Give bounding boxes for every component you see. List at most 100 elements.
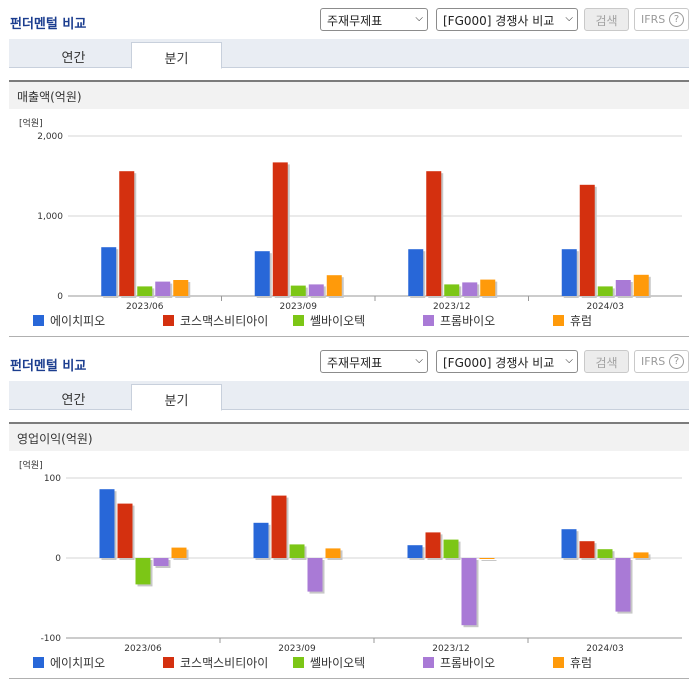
legend-item: 에이치피오: [33, 312, 105, 329]
bar: [462, 282, 478, 296]
bar: [137, 286, 153, 296]
bar: [615, 280, 631, 296]
section-title: 매출액(억원): [9, 80, 689, 109]
section-title: 영업이익(억원): [9, 422, 689, 451]
tab-annual[interactable]: 연간: [61, 393, 86, 408]
divider: [9, 678, 689, 679]
statement-select[interactable]: 주재무제표 ⌵: [320, 350, 428, 373]
help-icon[interactable]: ?: [669, 354, 684, 369]
x-tick-label: 2023/09: [278, 644, 316, 651]
bar: [117, 503, 133, 558]
x-tick-label: 2024/03: [586, 644, 623, 651]
legend-item: 휴럼: [553, 654, 592, 671]
search-button[interactable]: 검색: [584, 350, 629, 373]
ifrs-button[interactable]: IFRS ?: [634, 8, 689, 31]
bar: [461, 558, 477, 626]
ifrs-button[interactable]: IFRS ?: [634, 350, 689, 373]
x-tick-label: 2023/12: [432, 644, 469, 651]
bar: [119, 171, 135, 296]
legend-item: 코스맥스비티아이: [163, 312, 268, 329]
chevron-down-icon: ⌵: [415, 13, 423, 24]
chevron-down-icon: ⌵: [565, 13, 573, 24]
legend-item: 프롬바이오: [423, 312, 495, 329]
search-button[interactable]: 검색: [584, 8, 629, 31]
chart-legend: 에이치피오 코스맥스비티아이 쎌바이오텍 프롬바이오 휴럼: [0, 654, 696, 674]
legend-item: 쎌바이오텍: [293, 654, 365, 671]
legend-label: 쎌바이오텍: [310, 656, 366, 670]
legend-item: 에이치피오: [33, 654, 105, 671]
legend-label: 코스맥스비티아이: [180, 656, 269, 670]
legend-swatch: [163, 315, 174, 326]
x-tick-label: 2023/09: [280, 302, 318, 309]
help-icon[interactable]: ?: [669, 12, 684, 27]
statement-select-value: 주재무제표: [327, 14, 383, 28]
period-tabs: 연간 분기: [9, 381, 689, 411]
y-tick-label: -100: [41, 634, 62, 644]
legend-item: 휴럼: [553, 312, 592, 329]
legend-swatch: [553, 657, 564, 668]
legend-swatch: [553, 315, 564, 326]
tab-quarterly[interactable]: 분기: [131, 384, 222, 411]
revenue-chart: [억원] 0 1,000 2,000 2023/06 2023/09 2023/12 2024…: [19, 117, 682, 309]
legend-label: 에이치피오: [50, 314, 106, 328]
bar: [135, 558, 151, 585]
legend-label: 휴럼: [570, 314, 593, 328]
bar: [579, 184, 595, 296]
ifrs-label: IFRS: [641, 355, 666, 368]
legend-swatch: [163, 657, 174, 668]
bar: [479, 558, 495, 559]
legend-label: 휴럼: [570, 656, 593, 670]
legend-label: 쎌바이오텍: [310, 314, 366, 328]
chevron-down-icon: ⌵: [565, 355, 573, 366]
bar: [561, 529, 577, 558]
statement-select[interactable]: 주재무제표 ⌵: [320, 8, 428, 31]
bar: [325, 548, 341, 558]
tab-quarterly[interactable]: 분기: [131, 42, 222, 69]
x-tick-label: 2024/03: [587, 302, 624, 309]
legend-swatch: [33, 657, 44, 668]
bar: [443, 539, 459, 558]
legend-swatch: [423, 315, 434, 326]
tab-annual[interactable]: 연간: [61, 51, 86, 66]
bar: [271, 495, 287, 558]
block-header: 펀더멘털 비교 주재무제표 ⌵ [FG000] 경쟁사 비교 ⌵ 검색 IFRS…: [0, 342, 696, 380]
ifrs-label: IFRS: [641, 13, 666, 26]
bar: [253, 522, 269, 558]
bar: [307, 558, 323, 592]
bar: [254, 251, 270, 296]
bar: [290, 285, 306, 296]
bar-shadow: [481, 560, 497, 561]
x-tick-label: 2023/12: [433, 302, 470, 309]
fundamental-block-2: 펀더멘털 비교 주재무제표 ⌵ [FG000] 경쟁사 비교 ⌵ 검색 IFRS…: [0, 342, 696, 684]
bar: [597, 286, 613, 296]
block-title: 펀더멘털 비교: [10, 359, 87, 374]
bar: [308, 284, 324, 296]
fundamental-block-1: 펀더멘털 비교 주재무제표 ⌵ [FG000] 경쟁사 비교 ⌵ 검색 IFRS…: [9, 8, 689, 337]
bar: [633, 552, 649, 558]
unit-label: [억원]: [19, 459, 43, 471]
competitor-select[interactable]: [FG000] 경쟁사 비교 ⌵: [436, 350, 578, 373]
bar: [408, 249, 424, 296]
x-tick-label: 2023/06: [124, 644, 162, 651]
legend-swatch: [33, 315, 44, 326]
legend-item: 코스맥스비티아이: [163, 654, 268, 671]
legend-label: 프롬바이오: [440, 314, 496, 328]
period-tabs: 연간 분기: [9, 39, 689, 69]
bar: [426, 171, 442, 296]
unit-label: [억원]: [19, 117, 43, 129]
legend-item: 프롬바이오: [423, 654, 495, 671]
bar: [272, 162, 288, 296]
legend-swatch: [293, 315, 304, 326]
competitor-select[interactable]: [FG000] 경쟁사 비교 ⌵: [436, 8, 578, 31]
statement-select-value: 주재무제표: [327, 356, 383, 370]
legend-label: 코스맥스비티아이: [180, 314, 269, 328]
y-tick-label: 0: [57, 292, 63, 302]
competitor-select-value: [FG000] 경쟁사 비교: [443, 356, 555, 370]
bar: [407, 545, 423, 558]
bar: [101, 247, 117, 296]
bar: [171, 547, 187, 558]
competitor-select-value: [FG000] 경쟁사 비교: [443, 14, 555, 28]
bar: [480, 279, 496, 296]
y-tick-label: 100: [44, 474, 61, 484]
legend-label: 에이치피오: [50, 656, 106, 670]
